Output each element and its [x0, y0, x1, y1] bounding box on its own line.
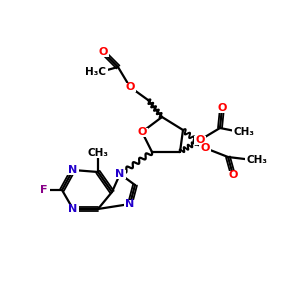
Bar [194, 136, 206, 145]
Text: F: F [40, 185, 48, 195]
Text: CH₃: CH₃ [247, 155, 268, 165]
Bar [84, 68, 108, 76]
Text: O: O [195, 135, 205, 145]
Bar [227, 170, 239, 179]
Text: O: O [137, 127, 147, 137]
Bar [97, 47, 109, 56]
Text: O: O [125, 82, 135, 92]
Text: CH₃: CH₃ [233, 127, 254, 137]
Text: O: O [98, 47, 108, 57]
Bar [38, 185, 50, 194]
Bar [114, 169, 126, 178]
Text: O: O [200, 143, 210, 153]
Bar [124, 200, 136, 208]
Text: N: N [68, 165, 78, 175]
Text: O: O [217, 103, 227, 113]
Text: N: N [68, 204, 78, 214]
Bar [67, 166, 79, 175]
Bar [245, 155, 269, 164]
Bar [86, 148, 110, 158]
Bar [124, 82, 136, 91]
Text: N: N [125, 199, 135, 209]
Text: N: N [116, 169, 124, 179]
Bar [232, 128, 256, 136]
Bar [136, 128, 148, 136]
Bar [216, 103, 228, 112]
Text: H₃C: H₃C [85, 67, 106, 77]
Text: O: O [228, 170, 238, 180]
Bar [67, 205, 79, 214]
Bar [199, 143, 211, 152]
Text: CH₃: CH₃ [88, 148, 109, 158]
